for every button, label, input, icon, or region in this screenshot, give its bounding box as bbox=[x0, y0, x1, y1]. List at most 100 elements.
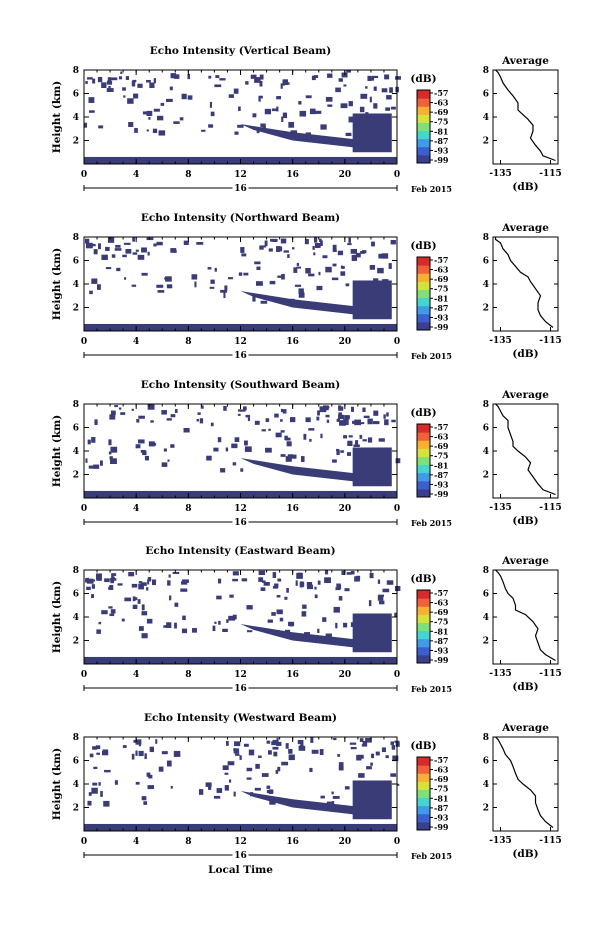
colorbar-segment bbox=[417, 265, 430, 274]
echo-speckle bbox=[368, 600, 372, 607]
echo-speckle bbox=[216, 788, 223, 793]
echo-speckle bbox=[138, 581, 143, 584]
echo-speckle bbox=[229, 594, 234, 598]
echo-speckle bbox=[247, 417, 251, 422]
echo-speckle bbox=[196, 242, 204, 245]
echo-speckle bbox=[127, 98, 134, 104]
echo-speckle bbox=[109, 456, 113, 460]
echo-speckle bbox=[333, 737, 337, 741]
x-tick-label: 20 bbox=[339, 504, 352, 514]
echo-speckle bbox=[153, 78, 156, 84]
echo-speckle bbox=[167, 760, 172, 767]
colorbar-segment bbox=[417, 797, 430, 807]
y-tick-label: 8 bbox=[73, 400, 79, 410]
echo-speckle bbox=[140, 582, 147, 586]
echo-speckle bbox=[305, 95, 312, 99]
echo-speckle bbox=[131, 284, 137, 287]
echo-speckle bbox=[305, 267, 311, 274]
colorbar-segment bbox=[417, 273, 430, 282]
echo-speckle bbox=[250, 74, 257, 79]
echo-speckle bbox=[260, 123, 266, 128]
echo-speckle bbox=[378, 454, 385, 460]
average-x-label: (dB) bbox=[512, 681, 538, 693]
echo-speckle bbox=[313, 252, 316, 256]
colorbar-segment bbox=[417, 313, 430, 323]
average-x-tick-label: -135 bbox=[489, 336, 512, 346]
echo-speckle bbox=[369, 96, 372, 103]
echo-speckle bbox=[88, 110, 95, 113]
echo-speckle bbox=[223, 405, 227, 411]
echo-speckle bbox=[340, 450, 344, 453]
echo-speckle bbox=[278, 579, 282, 582]
echo-speckle bbox=[124, 597, 132, 602]
average-y-tick-label: 2 bbox=[483, 304, 489, 314]
colorbar-tick-label: -75 bbox=[434, 117, 448, 127]
echo-speckle bbox=[122, 254, 127, 258]
echo-speckle bbox=[132, 237, 136, 242]
echo-speckle bbox=[111, 573, 114, 579]
echo-speckle bbox=[210, 111, 215, 117]
echo-speckle bbox=[118, 407, 122, 410]
echo-speckle bbox=[149, 746, 154, 753]
y-axis-label: Height (km) bbox=[51, 81, 63, 153]
echo-speckle bbox=[194, 281, 197, 288]
colorbar-unit: (dB) bbox=[410, 240, 436, 252]
colorbar-unit: (dB) bbox=[410, 573, 436, 585]
echo-speckle bbox=[359, 449, 363, 456]
echo-speckle bbox=[282, 409, 287, 414]
echo-speckle bbox=[272, 746, 279, 750]
average-y-tick-label: 8 bbox=[483, 66, 489, 76]
x-tick-label: 12 bbox=[234, 837, 247, 847]
echo-speckle bbox=[232, 462, 237, 466]
echo-speckle bbox=[92, 78, 96, 84]
date-label: Feb 2015 bbox=[411, 351, 452, 361]
colorbar-segment bbox=[417, 781, 430, 790]
echo-speckle bbox=[224, 772, 229, 775]
echo-speckle bbox=[232, 571, 239, 576]
echo-speckle bbox=[331, 791, 334, 795]
panel-title: Echo Intensity (Southward Beam) bbox=[141, 379, 340, 391]
echo-speckle bbox=[279, 617, 284, 622]
colorbar-segment bbox=[417, 90, 430, 99]
colorbar-segment bbox=[417, 805, 430, 815]
echo-speckle bbox=[354, 419, 362, 426]
echo-speckle bbox=[336, 583, 341, 587]
echo-speckle bbox=[214, 84, 222, 88]
echo-speckle bbox=[391, 106, 396, 110]
echo-speckle bbox=[245, 414, 251, 418]
echo-speckle bbox=[208, 75, 212, 79]
echo-speckle bbox=[180, 588, 188, 592]
average-title: Average bbox=[501, 722, 549, 734]
echo-speckle bbox=[258, 577, 264, 582]
colorbar-tick-label: -99 bbox=[434, 822, 449, 832]
echo-speckle bbox=[158, 130, 166, 136]
echo-speckle bbox=[371, 76, 375, 81]
echo-speckle bbox=[138, 740, 141, 747]
echo-speckle bbox=[224, 285, 228, 291]
average-y-tick-label: 4 bbox=[483, 613, 489, 623]
echo-speckle bbox=[340, 406, 344, 411]
echo-speckle bbox=[148, 117, 151, 120]
colorbar-tick-label: -93 bbox=[434, 312, 449, 322]
colorbar-segment bbox=[417, 638, 430, 648]
echo-speckle bbox=[136, 418, 140, 423]
echo-speckle bbox=[339, 420, 346, 426]
echo-speckle bbox=[163, 625, 170, 628]
average-y-tick-label: 2 bbox=[483, 637, 489, 647]
colorbar-tick-label: -81 bbox=[434, 126, 448, 136]
echo-speckle bbox=[394, 585, 401, 592]
x-tick-label: 8 bbox=[185, 170, 191, 180]
echo-speckle bbox=[288, 621, 295, 627]
echo-speckle bbox=[248, 749, 255, 756]
echo-speckle bbox=[369, 265, 376, 270]
colorbar-segment bbox=[417, 821, 430, 831]
echo-speckle bbox=[114, 248, 122, 251]
echo-speckle bbox=[317, 410, 320, 416]
echo-speckle bbox=[386, 95, 392, 100]
echo-speckle bbox=[326, 801, 334, 804]
echo-speckle bbox=[266, 740, 271, 744]
average-y-tick-label: 6 bbox=[483, 257, 489, 267]
echo-speckle bbox=[360, 293, 365, 296]
average-y-tick-label: 8 bbox=[483, 400, 489, 410]
echo-speckle bbox=[237, 124, 244, 128]
